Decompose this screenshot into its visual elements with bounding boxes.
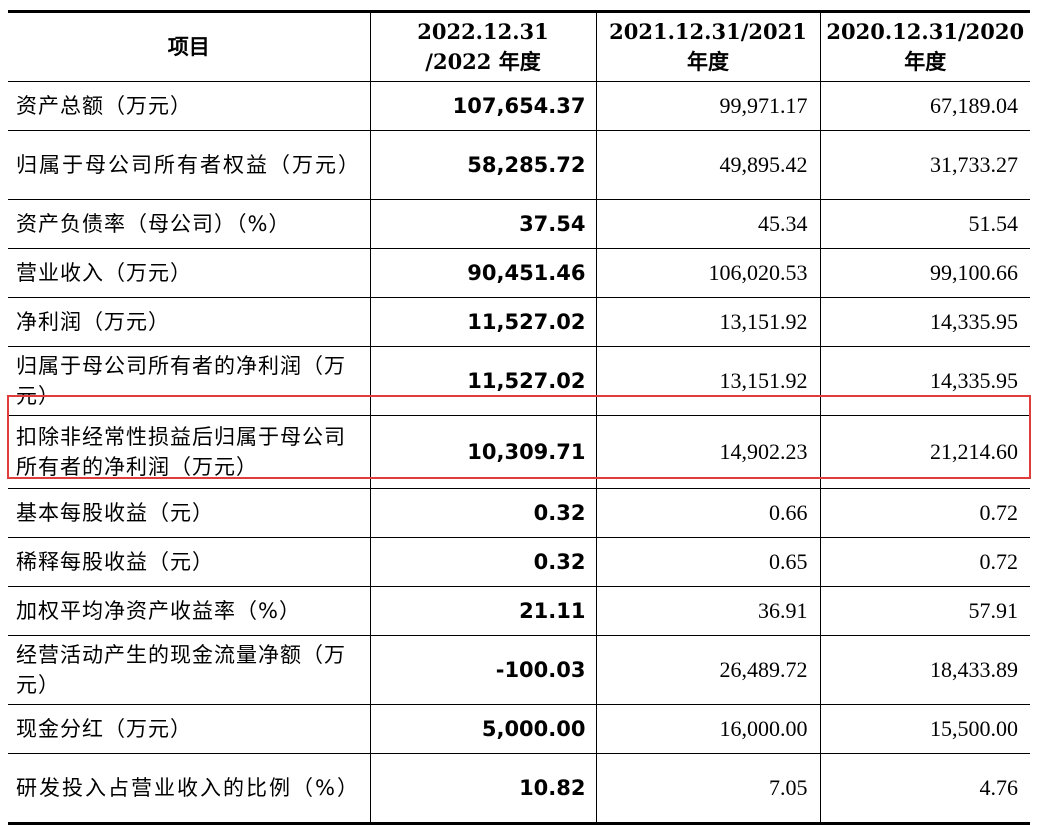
- value-2020: 18,433.89: [819, 635, 1030, 705]
- value-2020: 0.72: [819, 488, 1030, 538]
- value-2020: 21,214.60: [819, 415, 1030, 489]
- value-2020: 14,335.95: [819, 346, 1030, 416]
- row-label: 净利润（万元）: [8, 297, 371, 347]
- value-2022: 10.82: [369, 753, 597, 824]
- value-2022: 37.54: [369, 199, 597, 249]
- value-2021: 106,020.53: [595, 248, 821, 298]
- header-2022: 2022.12.31 /2022 年度: [369, 11, 597, 82]
- table-row: 归属于母公司所有者的净利润（万元） 11,527.02 13,151.92 14…: [8, 346, 1030, 416]
- value-2021: 16,000.00: [595, 704, 821, 754]
- table-row: 基本每股收益（元） 0.32 0.66 0.72: [8, 488, 1030, 538]
- value-2020: 51.54: [819, 199, 1030, 249]
- value-2021: 99,971.17: [595, 81, 821, 131]
- value-2020: 67,189.04: [819, 81, 1030, 131]
- row-label: 资产负债率（母公司）（%）: [8, 199, 371, 249]
- value-2021: 14,902.23: [595, 415, 821, 489]
- table-row: 净利润（万元） 11,527.02 13,151.92 14,335.95: [8, 297, 1030, 347]
- table-row: 资产负债率（母公司）（%） 37.54 45.34 51.54: [8, 199, 1030, 249]
- row-label: 归属于母公司所有者权益（万元）: [8, 130, 371, 200]
- table-row: 营业收入（万元） 90,451.46 106,020.53 99,100.66: [8, 248, 1030, 298]
- row-label: 归属于母公司所有者的净利润（万元）: [8, 346, 371, 416]
- table-row: 稀释每股收益（元） 0.32 0.65 0.72: [8, 537, 1030, 587]
- row-label: 资产总额（万元）: [8, 81, 371, 131]
- table-row: 经营活动产生的现金流量净额（万元） -100.03 26,489.72 18,4…: [8, 635, 1030, 705]
- value-2020: 14,335.95: [819, 297, 1030, 347]
- value-2021: 36.91: [595, 586, 821, 636]
- value-2020: 57.91: [819, 586, 1030, 636]
- table-row: 资产总额（万元） 107,654.37 99,971.17 67,189.04: [8, 81, 1030, 131]
- financial-summary-table: 项目 2022.12.31 /2022 年度 2021.12.31/2021 年…: [8, 10, 1030, 825]
- value-2022: 0.32: [369, 537, 597, 587]
- row-label: 经营活动产生的现金流量净额（万元）: [8, 635, 371, 705]
- value-2022: 11,527.02: [369, 346, 597, 416]
- value-2021: 0.65: [595, 537, 821, 587]
- row-label: 稀释每股收益（元）: [8, 537, 371, 587]
- value-2020: 4.76: [819, 753, 1030, 824]
- value-2020: 31,733.27: [819, 130, 1030, 200]
- row-label: 加权平均净资产收益率（%）: [8, 586, 371, 636]
- row-label: 研发投入占营业收入的比例（%）: [8, 753, 371, 824]
- header-2021: 2021.12.31/2021 年度: [595, 11, 821, 82]
- value-2020: 0.72: [819, 537, 1030, 587]
- value-2021: 0.66: [595, 488, 821, 538]
- value-2022: 10,309.71: [369, 415, 597, 489]
- value-2021: 49,895.42: [595, 130, 821, 200]
- row-label: 扣除非经常性损益后归属于母公司所有者的净利润（万元）: [8, 415, 371, 489]
- value-2022: -100.03: [369, 635, 597, 705]
- table-row-highlighted: 扣除非经常性损益后归属于母公司所有者的净利润（万元） 10,309.71 14,…: [8, 415, 1030, 489]
- table-row: 研发投入占营业收入的比例（%） 10.82 7.05 4.76: [8, 753, 1030, 824]
- header-item: 项目: [8, 11, 371, 82]
- value-2020: 99,100.66: [819, 248, 1030, 298]
- row-label: 基本每股收益（元）: [8, 488, 371, 538]
- value-2022: 90,451.46: [369, 248, 597, 298]
- table-row: 现金分红（万元） 5,000.00 16,000.00 15,500.00: [8, 704, 1030, 754]
- value-2022: 107,654.37: [369, 81, 597, 131]
- header-2020: 2020.12.31/2020 年度: [819, 11, 1030, 82]
- value-2021: 26,489.72: [595, 635, 821, 705]
- value-2020: 15,500.00: [819, 704, 1030, 754]
- header-row: 项目 2022.12.31 /2022 年度 2021.12.31/2021 年…: [8, 11, 1030, 82]
- value-2021: 7.05: [595, 753, 821, 824]
- table-row: 归属于母公司所有者权益（万元） 58,285.72 49,895.42 31,7…: [8, 130, 1030, 200]
- value-2022: 58,285.72: [369, 130, 597, 200]
- value-2022: 5,000.00: [369, 704, 597, 754]
- value-2021: 45.34: [595, 199, 821, 249]
- row-label: 营业收入（万元）: [8, 248, 371, 298]
- value-2022: 21.11: [369, 586, 597, 636]
- value-2021: 13,151.92: [595, 346, 821, 416]
- row-label: 现金分红（万元）: [8, 704, 371, 754]
- value-2022: 0.32: [369, 488, 597, 538]
- value-2022: 11,527.02: [369, 297, 597, 347]
- table-row: 加权平均净资产收益率（%） 21.11 36.91 57.91: [8, 586, 1030, 636]
- value-2021: 13,151.92: [595, 297, 821, 347]
- financial-table-wrapper: 项目 2022.12.31 /2022 年度 2021.12.31/2021 年…: [8, 10, 1030, 825]
